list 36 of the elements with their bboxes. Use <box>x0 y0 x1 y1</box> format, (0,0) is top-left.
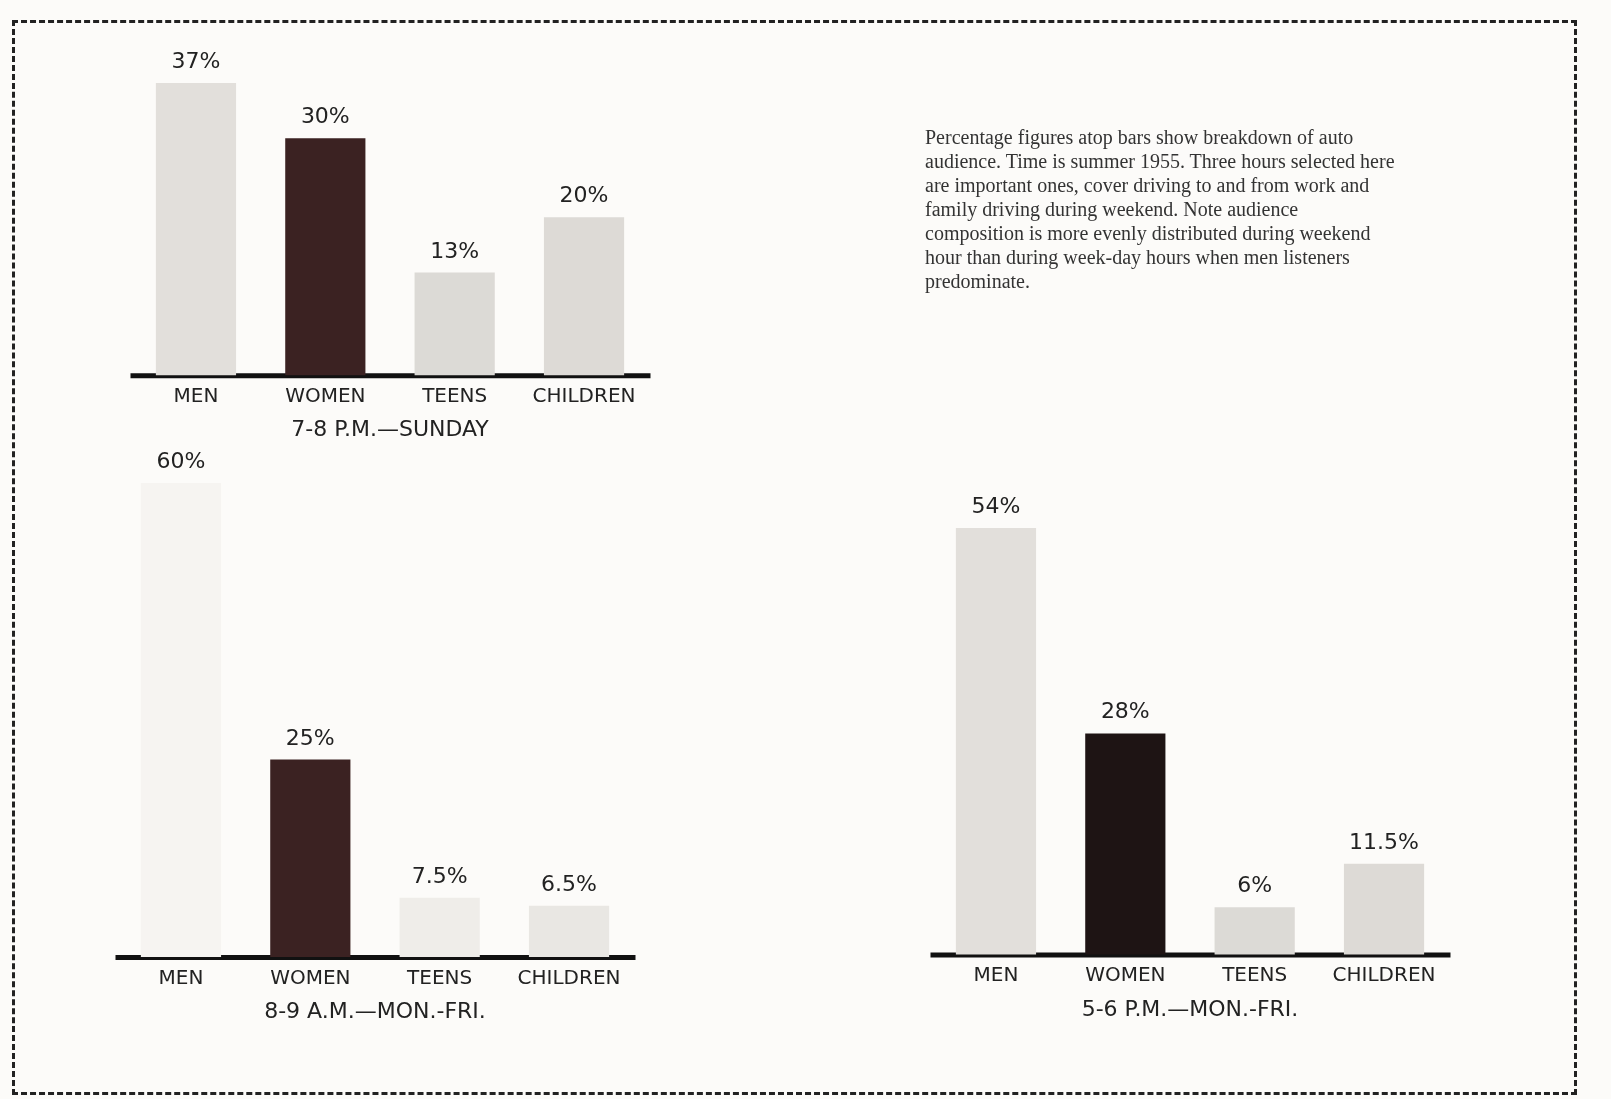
x-tick-label: MEN <box>173 382 219 407</box>
x-tick-label: WOMEN <box>270 964 351 989</box>
bar <box>155 83 237 376</box>
data-label: 54% <box>971 493 1021 518</box>
bar <box>955 528 1037 955</box>
x-tick-label: TEENS <box>1221 962 1288 987</box>
bar <box>414 272 495 376</box>
data-label: 11.5% <box>1349 828 1419 854</box>
x-tick-label: CHILDREN <box>517 964 621 989</box>
bar <box>1085 733 1166 955</box>
data-label: 20% <box>559 182 609 208</box>
text: 7-8 P.M.—SUNDAY <box>291 416 490 442</box>
x-tick-label: TEENS <box>406 964 473 989</box>
data-label: 30% <box>300 103 350 129</box>
bar <box>1214 907 1295 955</box>
text: 5-6 P.M.—MON.-FRI. <box>1081 995 1299 1021</box>
x-tick-label: WOMEN <box>1085 962 1166 987</box>
text: Percentage figures atop bars show breakdown of auto audience. Time is summer 1955. Three hours selected here are important ones, cover driving to and from work and family driving during weekend. Note audience composition is more evenly distributed during weekend hour than during week-day hours when men listeners predominate. <box>925 125 1395 293</box>
x-tick-label: CHILDREN <box>1332 962 1436 987</box>
data-label: 28% <box>1100 698 1150 724</box>
data-label: 13% <box>430 237 480 263</box>
x-tick-label: MEN <box>973 962 1019 987</box>
data-label: 6.5% <box>541 870 597 896</box>
x-tick-label: CHILDREN <box>532 382 636 407</box>
bar <box>1343 863 1425 955</box>
data-label: 37% <box>171 48 221 73</box>
data-label: 25% <box>285 724 335 750</box>
data-label: 7.5% <box>411 862 468 888</box>
x-tick-label: MEN <box>158 964 204 989</box>
text: 8-9 A.M.—MON.-FRI. <box>264 998 486 1023</box>
data-label: 60% <box>156 448 206 473</box>
x-tick-label: TEENS <box>421 382 488 407</box>
x-tick-label: WOMEN <box>285 382 366 407</box>
bar <box>543 217 625 376</box>
data-label: 6% <box>1237 872 1273 898</box>
bar <box>285 138 366 376</box>
